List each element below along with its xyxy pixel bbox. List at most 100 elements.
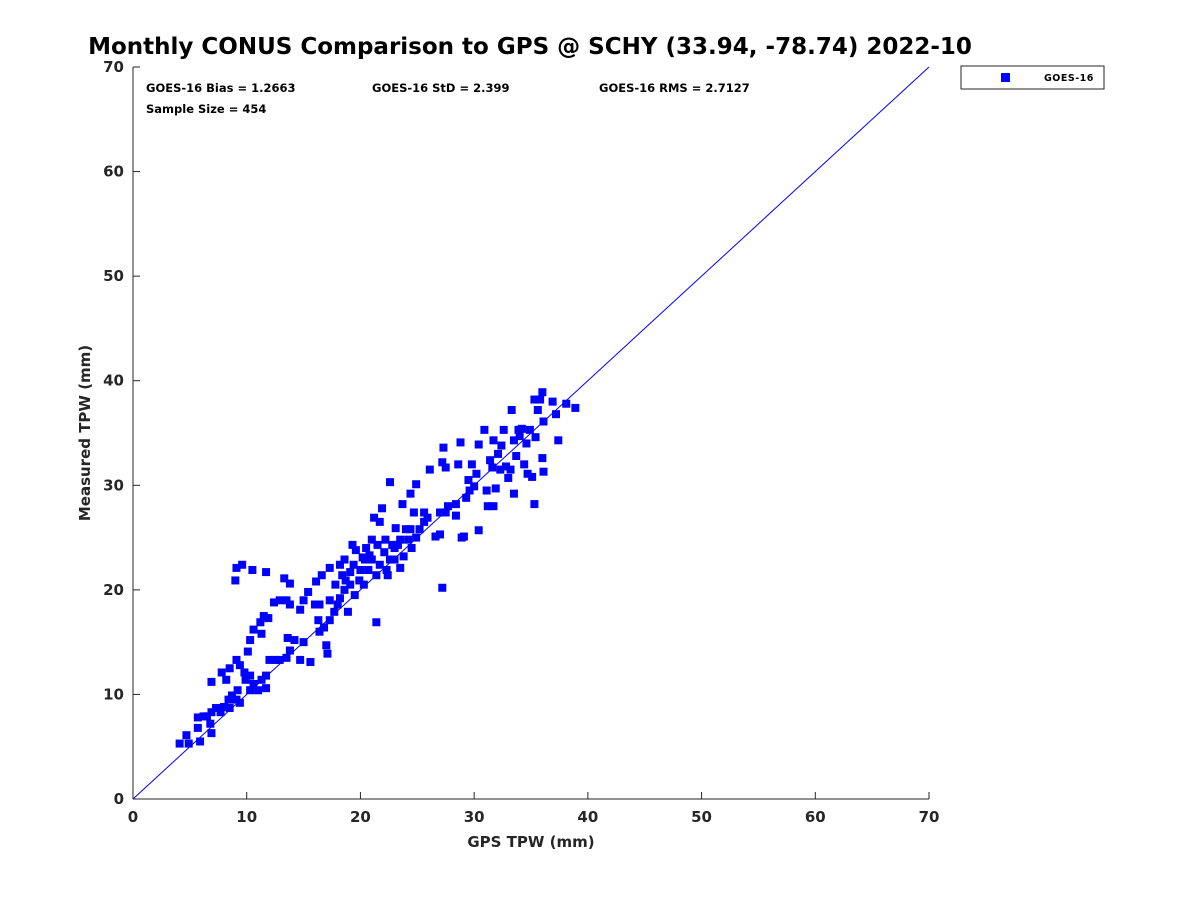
data-point	[396, 563, 405, 572]
data-point	[399, 552, 408, 561]
data-point	[246, 686, 255, 695]
data-point	[325, 596, 334, 605]
data-point	[224, 695, 233, 704]
data-point	[340, 555, 349, 564]
data-point	[367, 535, 376, 544]
data-point	[482, 486, 491, 495]
data-point	[499, 425, 508, 434]
legend: GOES-16	[960, 65, 1105, 90]
data-point	[271, 655, 280, 664]
stat-bias: GOES-16 Bias = 1.2663	[146, 81, 295, 95]
data-point	[562, 399, 571, 408]
data-point	[465, 486, 474, 495]
data-point	[451, 511, 460, 520]
data-point	[232, 655, 241, 664]
data-point	[491, 484, 500, 493]
data-point	[323, 649, 332, 658]
data-point	[202, 712, 211, 721]
data-point	[436, 530, 445, 539]
data-point	[257, 675, 266, 684]
data-point	[398, 500, 407, 509]
data-point	[351, 546, 360, 555]
data-point	[406, 525, 415, 534]
data-point	[360, 555, 369, 564]
stat-sample-size: Sample Size = 454	[146, 102, 266, 116]
data-point	[406, 489, 415, 498]
data-point	[530, 500, 539, 509]
data-point	[439, 443, 448, 452]
data-point	[517, 424, 526, 433]
data-point	[285, 646, 294, 655]
data-point	[275, 596, 284, 605]
data-point	[264, 614, 273, 623]
data-point	[383, 571, 392, 580]
data-point	[231, 576, 240, 585]
data-point	[238, 560, 247, 569]
data-point	[219, 702, 228, 711]
data-point	[262, 671, 271, 680]
data-point	[373, 540, 382, 549]
x-tick-label: 70	[919, 808, 940, 826]
data-point	[404, 535, 413, 544]
data-point	[246, 636, 255, 645]
data-point	[333, 600, 342, 609]
data-point	[472, 469, 481, 478]
data-point	[257, 629, 266, 638]
data-point	[310, 600, 319, 609]
data-point	[212, 704, 221, 713]
data-point	[415, 525, 424, 534]
data-point	[241, 675, 250, 684]
data-point	[207, 708, 216, 717]
data-point	[538, 388, 547, 397]
y-tick-label: 20	[103, 581, 124, 599]
data-point	[235, 661, 244, 670]
data-point	[381, 535, 390, 544]
data-point	[431, 532, 440, 541]
y-tick-label: 50	[103, 267, 124, 285]
data-point	[470, 482, 479, 491]
data-point	[538, 454, 547, 463]
data-point	[489, 502, 498, 511]
data-point	[464, 476, 473, 485]
data-point	[438, 458, 447, 467]
data-point	[378, 504, 387, 513]
data-point	[520, 460, 529, 469]
data-point	[367, 555, 376, 564]
data-point	[509, 489, 518, 498]
data-point	[243, 647, 252, 656]
data-point	[364, 565, 373, 574]
data-point	[443, 502, 452, 511]
data-point	[325, 616, 334, 625]
data-point	[385, 478, 394, 487]
data-point	[217, 668, 226, 677]
data-point	[539, 417, 548, 426]
data-point	[409, 508, 418, 517]
data-point	[531, 433, 540, 442]
data-point	[306, 658, 315, 667]
data-point	[362, 544, 371, 553]
data-point	[296, 605, 305, 614]
data-point	[496, 465, 505, 474]
data-point	[262, 568, 271, 577]
data-point	[486, 456, 495, 465]
data-point	[331, 580, 340, 589]
x-axis-label: GPS TPW (mm)	[467, 833, 594, 851]
data-point	[280, 574, 289, 583]
data-point	[322, 641, 331, 650]
data-point	[193, 723, 202, 732]
data-point	[314, 616, 323, 625]
data-point	[259, 612, 268, 620]
data-point	[506, 465, 515, 474]
y-axis-label: Measured TPW (mm)	[76, 345, 94, 521]
data-point	[536, 395, 545, 404]
data-point	[249, 679, 258, 688]
data-point	[299, 596, 308, 605]
data-point	[441, 508, 450, 517]
data-point	[248, 565, 257, 574]
data-point	[420, 517, 429, 526]
data-point	[438, 583, 447, 592]
data-point	[501, 462, 510, 471]
data-point	[552, 410, 561, 419]
data-point	[380, 548, 389, 557]
data-point	[497, 441, 506, 450]
